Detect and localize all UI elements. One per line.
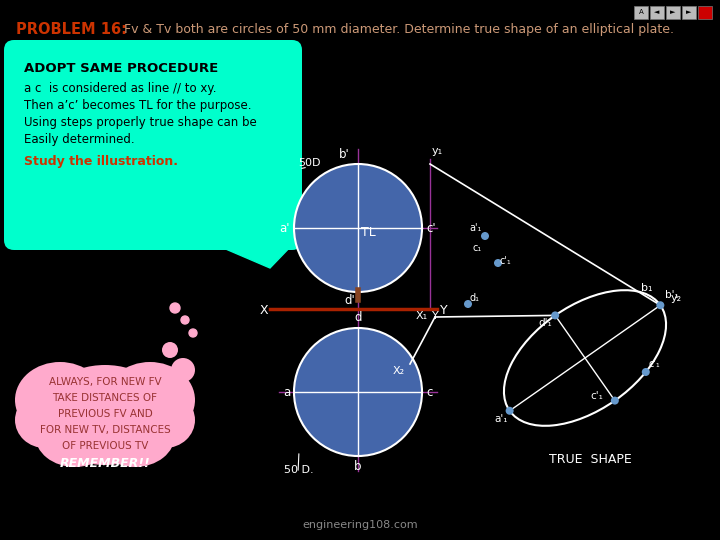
Text: Fv & Tv both are circles of 50 mm diameter. Determine true shape of an elliptica: Fv & Tv both are circles of 50 mm diamet… xyxy=(120,24,674,37)
Circle shape xyxy=(494,259,502,267)
Circle shape xyxy=(642,368,649,376)
Ellipse shape xyxy=(15,362,105,438)
Text: engineering108.com: engineering108.com xyxy=(302,520,418,530)
Circle shape xyxy=(657,301,665,309)
Ellipse shape xyxy=(135,392,195,448)
Ellipse shape xyxy=(40,365,170,465)
Text: c'₁: c'₁ xyxy=(590,390,603,401)
Text: a: a xyxy=(283,386,290,399)
Ellipse shape xyxy=(15,392,75,448)
FancyBboxPatch shape xyxy=(4,40,302,250)
Circle shape xyxy=(181,316,189,324)
Bar xyxy=(698,6,712,19)
Text: c'₁: c'₁ xyxy=(649,359,660,369)
Text: a'₁: a'₁ xyxy=(494,414,508,424)
Circle shape xyxy=(611,396,618,404)
Polygon shape xyxy=(200,238,295,268)
Text: ◄: ◄ xyxy=(654,10,660,16)
Text: Easily determined.: Easily determined. xyxy=(24,133,135,146)
Text: Y: Y xyxy=(432,311,438,321)
Text: 50 D.: 50 D. xyxy=(284,465,314,475)
Circle shape xyxy=(552,312,559,319)
Circle shape xyxy=(189,329,197,337)
Bar xyxy=(682,6,696,19)
Text: ►: ► xyxy=(686,10,692,16)
Text: a c  is considered as line // to xy.: a c is considered as line // to xy. xyxy=(24,82,217,95)
Circle shape xyxy=(170,303,180,313)
Text: d: d xyxy=(354,311,361,324)
Bar xyxy=(634,6,648,19)
Circle shape xyxy=(294,328,422,456)
Text: c: c xyxy=(426,386,433,399)
Text: b: b xyxy=(354,460,361,473)
Text: ALWAYS, FOR NEW FV: ALWAYS, FOR NEW FV xyxy=(49,377,161,387)
Text: b': b' xyxy=(339,148,350,161)
Text: TL: TL xyxy=(361,226,375,240)
Text: 50D: 50D xyxy=(298,158,320,168)
Ellipse shape xyxy=(95,403,175,467)
Text: ADOPT SAME PROCEDURE: ADOPT SAME PROCEDURE xyxy=(24,62,218,75)
Text: Using steps properly true shape can be: Using steps properly true shape can be xyxy=(24,116,257,129)
Text: a'₁: a'₁ xyxy=(469,223,482,233)
Text: X: X xyxy=(259,303,268,316)
Text: d'₁: d'₁ xyxy=(539,319,552,328)
Text: REMEMBER!!: REMEMBER!! xyxy=(60,457,150,470)
Text: Study the illustration.: Study the illustration. xyxy=(24,155,178,168)
Circle shape xyxy=(481,232,489,240)
Text: OF PREVIOUS TV: OF PREVIOUS TV xyxy=(62,441,148,451)
Text: Then a’c’ becomes TL for the purpose.: Then a’c’ becomes TL for the purpose. xyxy=(24,99,251,112)
Text: y₂: y₂ xyxy=(670,293,682,303)
Text: c₁: c₁ xyxy=(473,243,482,253)
Text: y₁: y₁ xyxy=(432,146,443,156)
Text: PREVIOUS FV AND: PREVIOUS FV AND xyxy=(58,409,153,419)
Text: X₂: X₂ xyxy=(393,366,405,376)
Text: X₁: X₁ xyxy=(416,311,428,321)
Text: PROBLEM 16:: PROBLEM 16: xyxy=(16,23,127,37)
Bar xyxy=(666,6,680,19)
Ellipse shape xyxy=(35,403,115,467)
Text: ►: ► xyxy=(670,10,675,16)
Text: c': c' xyxy=(426,221,436,234)
Circle shape xyxy=(505,407,513,415)
Circle shape xyxy=(162,342,178,358)
Text: A: A xyxy=(639,10,644,16)
Text: b₁: b₁ xyxy=(641,284,652,293)
Text: c'₁: c'₁ xyxy=(500,256,512,266)
Bar xyxy=(650,6,664,19)
Text: d₁: d₁ xyxy=(470,293,480,303)
Text: TRUE  SHAPE: TRUE SHAPE xyxy=(549,453,631,466)
Circle shape xyxy=(464,300,472,308)
Text: a': a' xyxy=(279,221,290,234)
Text: TAKE DISTANCES OF: TAKE DISTANCES OF xyxy=(53,393,158,403)
Circle shape xyxy=(294,164,422,292)
Text: b'₁: b'₁ xyxy=(665,290,679,300)
Circle shape xyxy=(171,358,195,382)
Text: d': d' xyxy=(345,294,356,307)
Ellipse shape xyxy=(105,362,195,438)
Text: Y: Y xyxy=(440,303,448,316)
Text: FOR NEW TV, DISTANCES: FOR NEW TV, DISTANCES xyxy=(40,425,171,435)
